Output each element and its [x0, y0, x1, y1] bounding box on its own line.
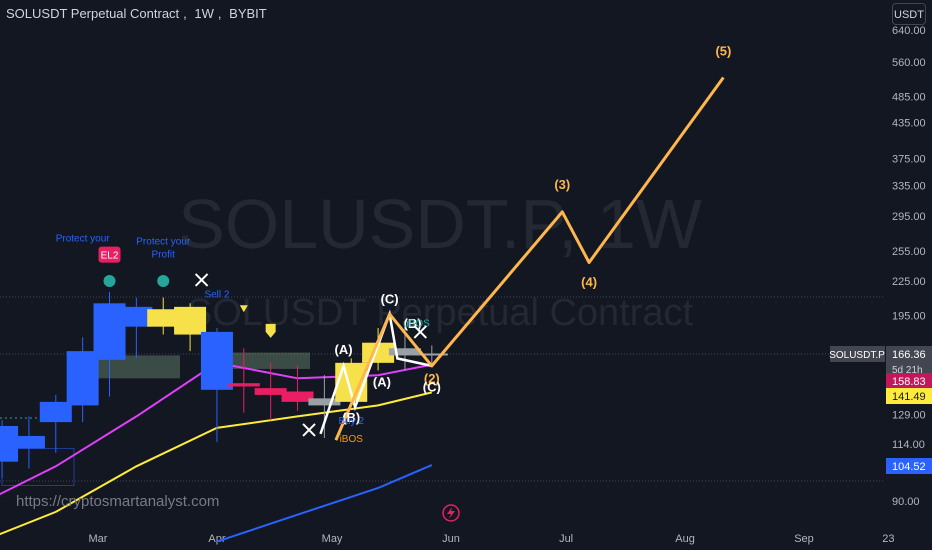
candle-body [254, 388, 287, 395]
currency-button[interactable]: USDT [892, 3, 926, 25]
wave-label: (4) [581, 274, 597, 289]
price-badge-value: 141.49 [892, 391, 926, 403]
lightning-icon [442, 504, 460, 522]
x-tick-label: 23 [882, 533, 894, 545]
x-tick-label: Jun [442, 533, 460, 545]
wave-label: (A) [335, 342, 353, 357]
order-block-zone [230, 352, 310, 369]
price-badge-bg [886, 373, 932, 389]
watermark-symbol: SOLUSDT.P, 1W [178, 185, 702, 263]
candle-body [308, 398, 341, 406]
chart-annotation: Sell 2 [204, 290, 229, 301]
candle-body [281, 391, 314, 402]
wave-label: (C) [381, 291, 399, 306]
y-tick-label: 195.00 [892, 310, 926, 322]
interval-label: 1W [194, 6, 214, 21]
chart-annotation: iBOS [340, 434, 364, 445]
impulse-wave-path [334, 76, 725, 441]
x-tick-label: Aug [675, 533, 695, 545]
candle-body [120, 306, 153, 327]
candle-body [227, 383, 260, 387]
signal-badge [98, 246, 121, 263]
price-badge-label: SOLUSDT.P [829, 350, 885, 361]
candle-body [174, 306, 207, 335]
symbol-title: SOLUSDT Perpetual Contract [6, 6, 180, 21]
y-tick-label: 485.00 [892, 92, 926, 104]
y-tick-label: 435.00 [892, 118, 926, 130]
x-tick-label: May [322, 533, 343, 545]
y-tick-label: 295.00 [892, 211, 926, 223]
candle-body [200, 331, 233, 390]
wave-label: (A) [373, 374, 391, 389]
y-tick-label: 90.00 [892, 496, 920, 508]
x-tick-label: Apr [208, 533, 225, 545]
x-tick-label: Sep [794, 533, 814, 545]
x-tick-label: Mar [89, 533, 108, 545]
price-badge-value: 104.52 [892, 461, 926, 473]
wave-label: (B) [404, 316, 422, 331]
y-tick-label: 640.00 [892, 25, 926, 37]
chart-annotation: Protect your [136, 236, 191, 247]
chart-annotation: uBOS [403, 319, 430, 330]
chart-annotation: Buy 2 [338, 416, 364, 427]
price-badge-value: 158.83 [892, 376, 926, 388]
y-tick-label: 375.00 [892, 153, 926, 165]
price-badge-bg [886, 388, 932, 404]
wave-label: (3) [554, 177, 570, 192]
signal-badge-label: EL2 [101, 251, 119, 262]
y-tick-label: 335.00 [892, 180, 926, 192]
candle-body [93, 303, 126, 360]
price-badge-value: 166.36 [892, 349, 926, 361]
watermark-subtitle: SOLUSDT Perpetual Contract [187, 292, 694, 334]
y-tick-label: 255.00 [892, 246, 926, 258]
sell-triangle-icon [239, 305, 248, 313]
wave-label: (C) [423, 379, 441, 394]
y-tick-label: 129.00 [892, 410, 926, 422]
chart-annotation: Protect your [56, 234, 111, 245]
wave-label: (2) [424, 371, 440, 386]
moving-average-line [216, 464, 433, 543]
candle-body [39, 401, 72, 423]
website-watermark: https://cryptosmartanalyst.com [16, 493, 220, 510]
exchange-label: BYBIT [229, 6, 267, 21]
wave-label: (B) [342, 410, 360, 425]
candle-body [147, 309, 180, 327]
candle-body [0, 425, 19, 462]
candle-body [415, 353, 448, 356]
price-badge-bg [886, 346, 932, 362]
y-tick-label: 114.00 [892, 439, 925, 451]
countdown-label: 5d 21h [892, 365, 923, 376]
green-dot-icon [157, 274, 170, 287]
cross-marker-icon [194, 273, 209, 287]
y-tick-label: 560.00 [892, 57, 926, 69]
candle-body [66, 351, 99, 406]
yellow-flag-icon [265, 323, 276, 338]
green-dot-icon [103, 274, 116, 287]
chart-annotation: Profit [152, 250, 176, 261]
price-badge-bg [886, 458, 932, 474]
wave-label: (5) [715, 44, 731, 59]
y-tick-label: 225.00 [892, 276, 926, 288]
countdown-bg [886, 362, 932, 376]
candle-body [12, 435, 45, 449]
corrective-wave-path [319, 309, 433, 435]
chart-title: SOLUSDT Perpetual Contract, 1W, BYBIT [6, 6, 267, 21]
lightning-icon [447, 507, 455, 519]
order-block-zone [98, 355, 180, 379]
x-tick-label: Jul [559, 533, 573, 545]
cross-marker-icon [302, 423, 316, 437]
candle-body [388, 348, 421, 356]
price-badge-label-bg [830, 346, 885, 362]
cross-marker-icon [413, 325, 428, 339]
